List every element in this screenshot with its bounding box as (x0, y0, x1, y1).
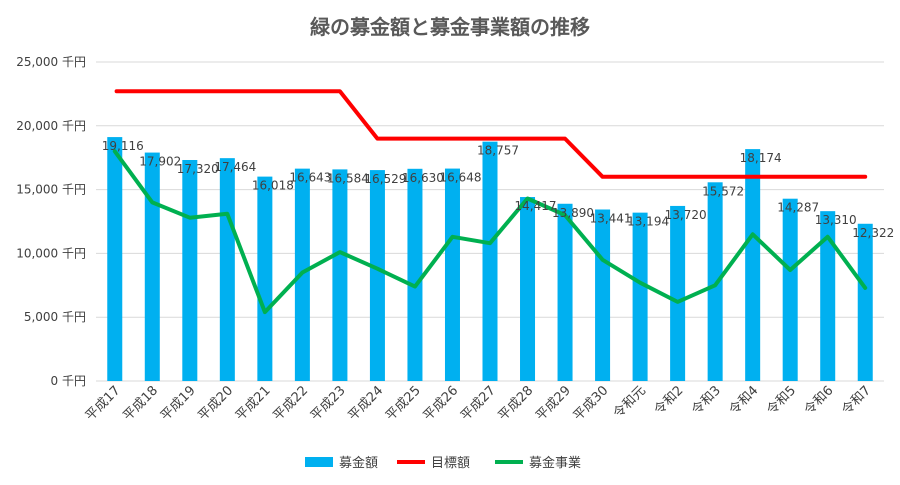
bar (369, 170, 385, 381)
data-label: 16,630 (402, 171, 444, 185)
x-tick-label: 平成24 (346, 383, 387, 424)
data-label: 18,757 (477, 144, 519, 158)
y-tick-label: 25,000 千円 (16, 55, 86, 69)
data-label: 13,194 (627, 215, 669, 229)
legend-label: 目標額 (431, 456, 470, 471)
x-tick-label: 令和6 (802, 383, 837, 418)
legend-label: 募金事業 (529, 455, 581, 471)
x-tick-label: 令和元 (611, 383, 649, 421)
bar (557, 203, 573, 381)
line-series (112, 89, 868, 315)
x-tick-label: 令和7 (839, 383, 874, 418)
data-label: 13,890 (552, 206, 594, 220)
data-label: 14,287 (777, 201, 819, 215)
data-label: 16,648 (439, 171, 481, 185)
bar (820, 211, 836, 381)
bar (107, 137, 123, 381)
bar (670, 205, 686, 381)
bar (332, 169, 348, 381)
x-tick-label: 平成18 (120, 383, 161, 424)
data-label: 12,322 (852, 226, 894, 240)
x-tick-label: 平成21 (233, 383, 274, 424)
bar (257, 176, 273, 381)
y-tick-label: 0 千円 (51, 374, 86, 388)
data-label: 17,320 (177, 162, 219, 176)
data-label: 13,441 (590, 211, 632, 225)
data-label: 16,529 (364, 172, 406, 186)
x-tick-label: 平成27 (458, 383, 499, 424)
line-目標額 (114, 89, 868, 179)
x-tick-label: 平成23 (308, 383, 349, 424)
bar (219, 158, 235, 381)
data-label: 15,572 (702, 184, 744, 198)
x-tick-label: 令和3 (689, 383, 724, 418)
x-axis: 平成17平成18平成19平成20平成21平成22平成23平成24平成25平成26… (83, 383, 874, 424)
y-axis: 0 千円 5,000 千円 10,000 千円 15,000 千円 20,000 千円 2… (16, 55, 86, 388)
data-labels: 19,11617,90217,32017,46416,01816,64316,5… (102, 139, 894, 240)
bar (144, 152, 160, 381)
x-tick-label: 平成25 (383, 383, 424, 424)
legend-swatch (305, 457, 333, 467)
data-label: 16,018 (252, 179, 294, 193)
chart-title: 緑の募金額と募金事業額の推移 (310, 15, 590, 39)
x-tick-label: 令和2 (652, 383, 687, 418)
data-label: 16,584 (327, 171, 369, 185)
bar (444, 168, 460, 381)
x-tick-label: 平成17 (83, 383, 124, 424)
y-tick-label: 5,000 千円 (24, 310, 86, 324)
bar-series (107, 137, 873, 381)
x-tick-label: 令和5 (764, 383, 799, 418)
bar (482, 141, 498, 381)
x-tick-label: 令和4 (727, 383, 762, 418)
legend-label: 募金額 (339, 455, 378, 471)
bar (857, 223, 873, 381)
bar (707, 182, 723, 381)
bar (782, 198, 798, 381)
x-tick-label: 平成20 (195, 383, 236, 424)
data-label: 14,417 (515, 199, 557, 213)
data-label: 17,464 (214, 160, 256, 174)
bar (595, 209, 611, 381)
y-tick-label: 20,000 千円 (16, 119, 86, 133)
data-label: 16,643 (289, 171, 331, 185)
data-label: 13,310 (815, 213, 857, 227)
y-tick-label: 10,000 千円 (16, 246, 86, 260)
bar (407, 168, 423, 381)
x-tick-label: 平成19 (158, 383, 199, 424)
x-tick-label: 平成28 (496, 383, 537, 424)
bar (520, 197, 536, 381)
bar (182, 159, 198, 381)
y-tick-label: 15,000 千円 (16, 183, 86, 197)
data-label: 13,720 (665, 208, 707, 222)
data-label: 19,116 (102, 139, 144, 153)
data-label: 17,902 (139, 155, 181, 169)
x-tick-label: 平成29 (533, 383, 574, 424)
data-label: 18,174 (740, 151, 782, 165)
x-tick-label: 平成22 (271, 383, 312, 424)
x-tick-label: 平成26 (421, 383, 462, 424)
x-tick-label: 平成30 (571, 383, 612, 424)
bar (632, 212, 648, 381)
legend: 募金額 目標額 募金事業 (305, 455, 581, 471)
bar (745, 149, 761, 381)
line-募金事業 (112, 149, 868, 315)
